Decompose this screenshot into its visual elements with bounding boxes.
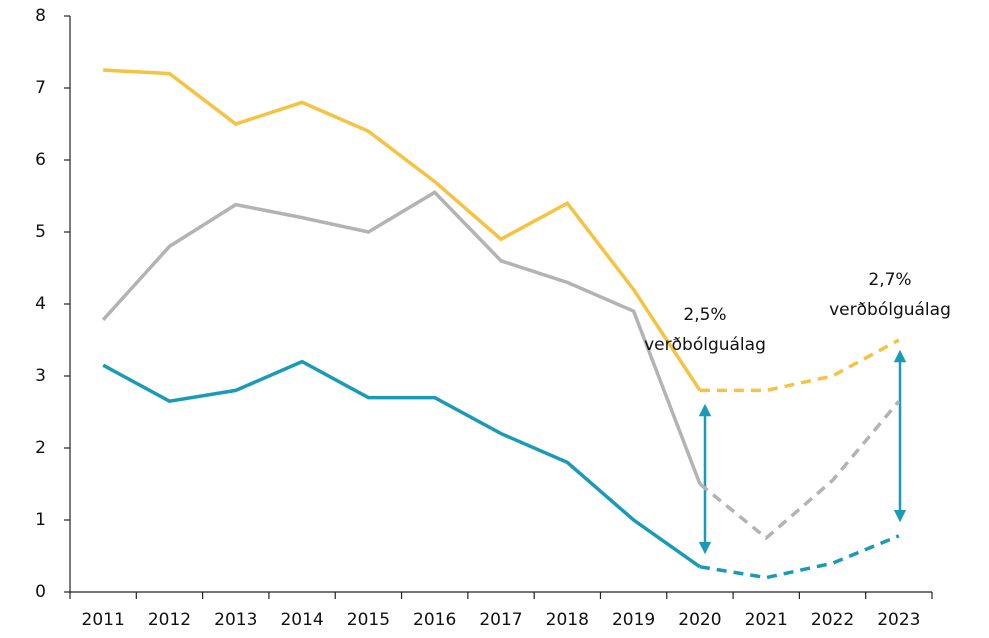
y-tick-label: 2 (35, 438, 46, 458)
x-tick-label: 2019 (612, 610, 655, 630)
x-tick-label: 2017 (479, 610, 522, 630)
x-tick-label: 2014 (280, 610, 323, 630)
y-tick-label: 8 (35, 6, 46, 26)
x-tick-label: 2013 (214, 610, 257, 630)
y-tick-label: 7 (35, 78, 46, 98)
x-tick-label: 2011 (82, 610, 125, 630)
x-tick-label: 2020 (678, 610, 721, 630)
y-tick-label: 5 (35, 222, 46, 242)
line (103, 68, 702, 392)
line (102, 359, 701, 569)
y-tick-label: 3 (35, 366, 46, 386)
annotation: verðbólguálag (829, 300, 951, 320)
annotation: verðbólguálag (644, 335, 766, 355)
x-tick-label: 2018 (546, 610, 589, 630)
y-tick-label: 6 (35, 150, 46, 170)
forecast-line (699, 534, 900, 580)
line (101, 190, 702, 485)
x-tick-label: 2022 (811, 610, 854, 630)
y-tick-label: 1 (35, 510, 46, 530)
forecast-line (698, 400, 901, 541)
x-tick-label: 2012 (148, 610, 191, 630)
annotation: 2,5% (683, 305, 726, 325)
x-tick-label: 2016 (413, 610, 456, 630)
y-tick-label: 4 (35, 294, 46, 314)
annotation: 2,7% (868, 270, 911, 290)
forecast-line (699, 338, 900, 393)
x-tick-label: 2023 (877, 610, 920, 630)
x-tick-label: 2015 (347, 610, 390, 630)
x-tick-label: 2021 (745, 610, 788, 630)
y-tick-label: 0 (35, 582, 46, 602)
